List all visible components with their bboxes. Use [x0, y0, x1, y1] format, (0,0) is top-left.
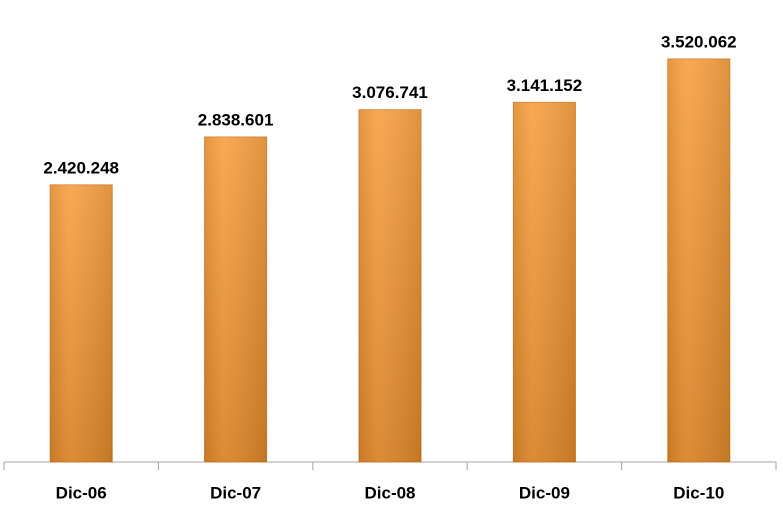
- bar-side: [50, 184, 113, 462]
- bar-side: [513, 102, 576, 462]
- value-label: 2.420.248: [43, 158, 119, 177]
- value-label: 3.141.152: [507, 76, 583, 95]
- bar-side: [204, 137, 267, 462]
- value-label: 3.520.062: [661, 32, 737, 51]
- x-tick-label: Dic-10: [673, 483, 724, 502]
- x-tick-label: Dic-07: [210, 483, 261, 502]
- bar-side: [667, 59, 730, 462]
- x-tick-label: Dic-08: [364, 483, 415, 502]
- x-tick-label: Dic-09: [519, 483, 570, 502]
- value-label: 3.076.741: [352, 83, 428, 102]
- value-label: 2.838.601: [198, 111, 274, 130]
- bar-side: [359, 109, 421, 462]
- x-tick-label: Dic-06: [56, 483, 107, 502]
